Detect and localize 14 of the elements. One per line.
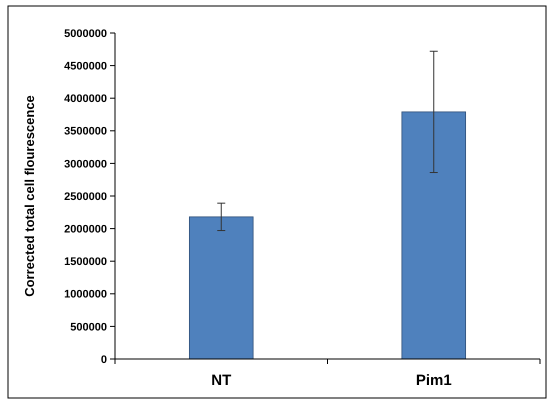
y-tick-label: 500000	[70, 321, 107, 334]
y-tick-label: 5000000	[64, 28, 107, 40]
y-tick-label: 0	[100, 354, 107, 366]
x-tick-label: NT	[211, 372, 232, 389]
y-tick-label: 1500000	[64, 256, 107, 268]
y-tick-label: 2000000	[64, 223, 107, 236]
y-tick-label: 3500000	[64, 126, 107, 138]
y-tick-label: 3000000	[64, 158, 107, 170]
y-axis-title: Corrected total cell flourescence	[22, 95, 37, 297]
y-tick-label: 4000000	[64, 93, 107, 106]
x-tick-label: Pim1	[416, 372, 452, 389]
y-tick-label: 1000000	[64, 288, 107, 301]
y-tick-label: 2500000	[64, 190, 107, 203]
y-tick-label: 4500000	[64, 60, 107, 72]
